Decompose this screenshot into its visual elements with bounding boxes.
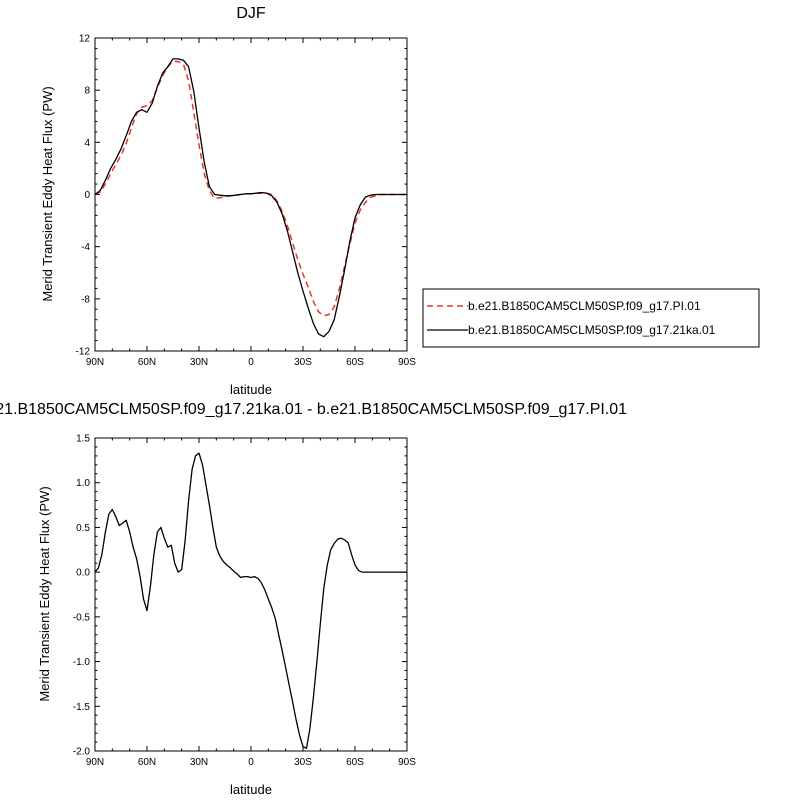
top-y-axis-label: Merid Transient Eddy Heat Flux (PW) <box>40 86 55 301</box>
legend-label-pi: b.e21.B1850CAM5CLM50SP.f09_g17.PI.01 <box>468 299 701 313</box>
y-tick-label: 12 <box>79 34 91 45</box>
top-y-ticks: 12 8 4 0 -4 -8 -12 <box>76 34 407 358</box>
x-tick-label: 90N <box>86 357 104 368</box>
x-tick-label: 90S <box>398 757 416 768</box>
legend-label-21ka: b.e21.B1850CAM5CLM50SP.f09_g17.21ka.01 <box>468 323 716 337</box>
bottom-series-lines <box>94 452 407 749</box>
bottom-x-ticks: 90N 60N 30N 0 30S 60S 90S <box>86 438 416 768</box>
y-tick-label: 0.5 <box>76 523 90 534</box>
bottom-y-ticks: 1.5 1.0 0.5 0.0 -0.5 -1.0 -1.5 -2.0 <box>73 434 407 758</box>
bottom-chart-title: b.e21.B1850CAM5CLM50SP.f09_g17.21ka.01 -… <box>0 401 627 418</box>
bottom-panel: b.e21.B1850CAM5CLM50SP.f09_g17.21ka.01 -… <box>0 401 627 797</box>
bottom-y-axis-label: Merid Transient Eddy Heat Flux (PW) <box>37 486 52 701</box>
y-tick-label: 0 <box>84 190 90 201</box>
bottom-plot-frame <box>94 437 408 752</box>
x-tick-label: 60N <box>138 757 156 768</box>
x-tick-label: 60N <box>138 357 156 368</box>
series-line-0 <box>94 60 407 317</box>
x-tick-label: 60S <box>346 757 364 768</box>
x-tick-label: 90S <box>398 357 416 368</box>
series-line-0 <box>94 452 407 749</box>
y-tick-label: -0.5 <box>73 612 91 623</box>
y-tick-label: -2.0 <box>73 747 91 758</box>
y-tick-label: -12 <box>76 347 91 358</box>
x-tick-label: 30N <box>190 357 208 368</box>
x-tick-label: 30N <box>190 757 208 768</box>
y-tick-label: -1.5 <box>73 702 91 713</box>
top-x-axis-label: latitude <box>230 382 272 397</box>
y-tick-label: -1.0 <box>73 657 91 668</box>
series-line-1 <box>94 58 407 338</box>
top-x-ticks: 90N 60N 30N 0 30S 60S 90S <box>86 38 416 368</box>
y-tick-label: 1.5 <box>76 434 90 445</box>
top-series-lines <box>94 58 407 338</box>
y-tick-label: 8 <box>84 86 90 97</box>
top-chart-title: DJF <box>236 5 266 22</box>
y-tick-label: -8 <box>81 294 90 305</box>
legend-box <box>422 288 760 348</box>
x-tick-label: 90N <box>86 757 104 768</box>
x-tick-label: 30S <box>294 357 312 368</box>
y-tick-label: 4 <box>84 138 90 149</box>
x-tick-label: 0 <box>248 757 254 768</box>
top-panel: DJF 90N 60N 30N 0 30S 60S 90S 12 8 4 0 -4 -8 -12 lat… <box>40 5 760 397</box>
y-tick-label: 1.0 <box>76 478 90 489</box>
bottom-x-axis-label: latitude <box>230 782 272 797</box>
y-tick-label: 0.0 <box>76 568 90 579</box>
x-tick-label: 60S <box>346 357 364 368</box>
top-legend: b.e21.B1850CAM5CLM50SP.f09_g17.PI.01 b.e… <box>422 288 760 348</box>
y-tick-label: -4 <box>81 242 90 253</box>
x-tick-label: 0 <box>248 357 254 368</box>
x-tick-label: 30S <box>294 757 312 768</box>
